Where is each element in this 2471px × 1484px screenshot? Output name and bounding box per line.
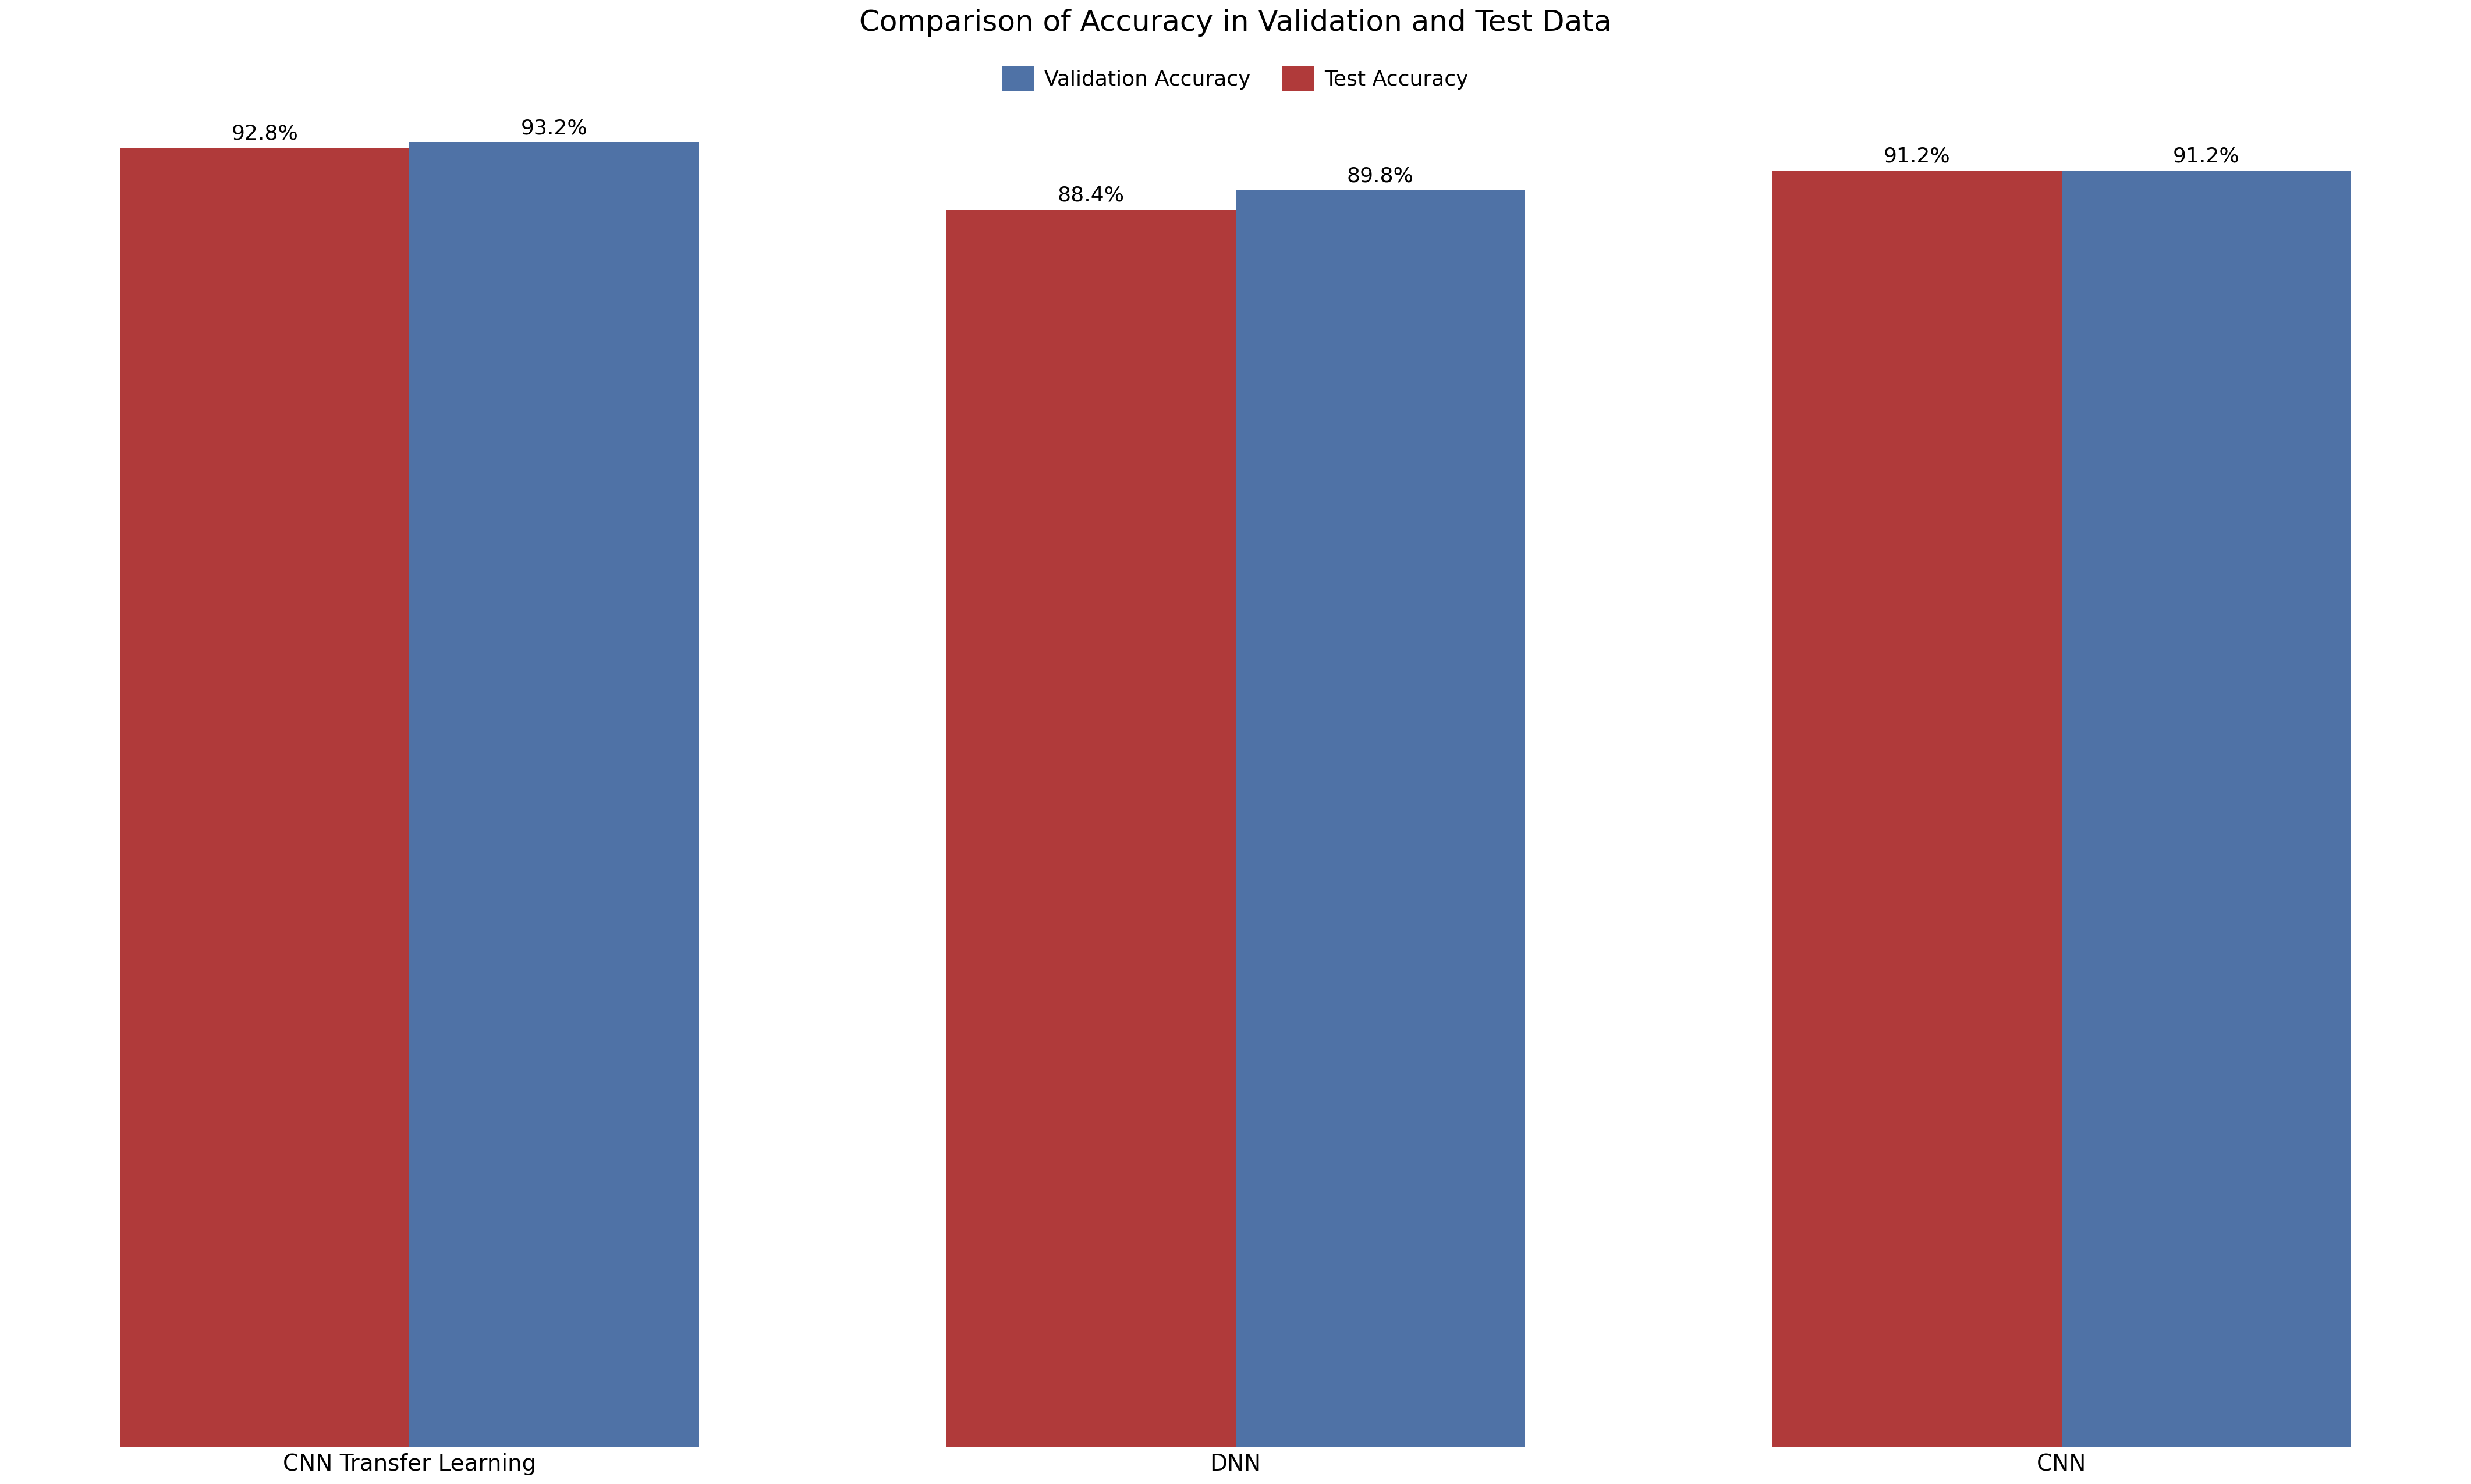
Bar [1772, 171, 2061, 1447]
Bar [410, 142, 699, 1447]
Text: 92.8%: 92.8% [232, 123, 299, 144]
Text: 91.2%: 91.2% [2172, 147, 2239, 166]
Bar [946, 209, 1236, 1447]
Bar [121, 148, 410, 1447]
Bar [1236, 190, 1525, 1447]
Text: 89.8%: 89.8% [1347, 166, 1413, 185]
Text: 88.4%: 88.4% [1058, 185, 1124, 205]
Title: Comparison of Accuracy in Validation and Test Data: Comparison of Accuracy in Validation and… [860, 9, 1611, 37]
Text: 93.2%: 93.2% [521, 119, 588, 138]
Text: 91.2%: 91.2% [1883, 147, 1950, 166]
Bar [2061, 171, 2350, 1447]
Legend: Validation Accuracy, Test Accuracy: Validation Accuracy, Test Accuracy [993, 58, 1478, 99]
